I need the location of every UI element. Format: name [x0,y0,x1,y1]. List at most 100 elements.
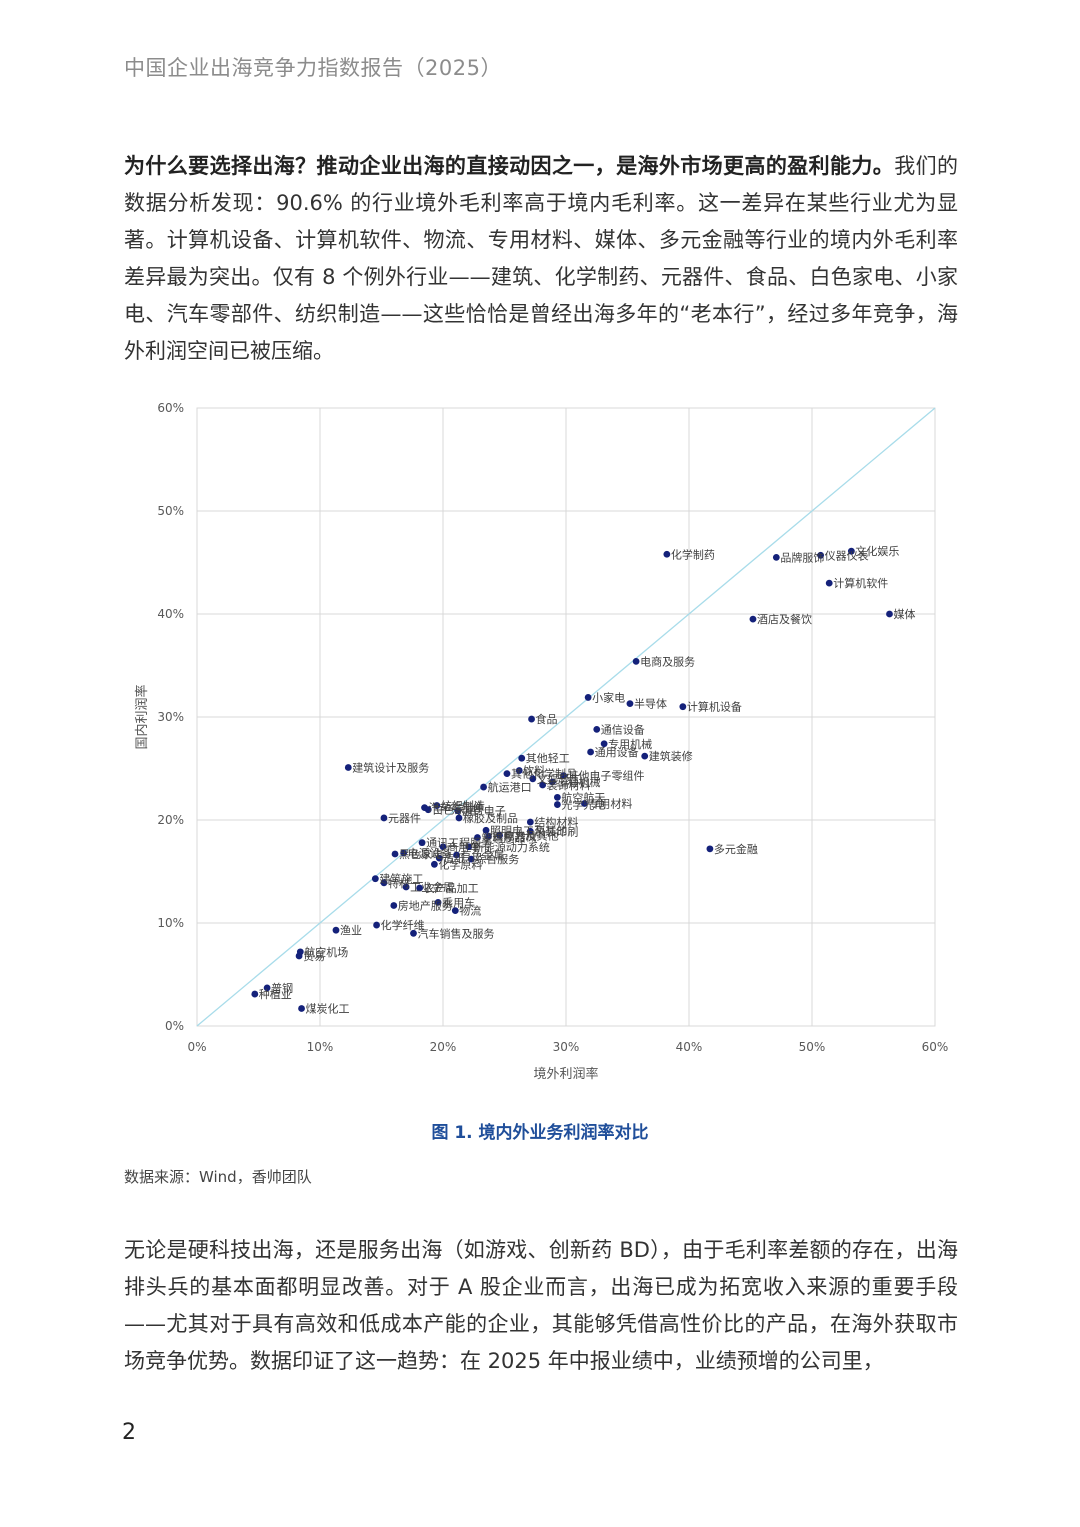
point-label: 造纸 [443,851,465,865]
data-point [482,826,490,834]
point-label: 电源设备 [408,846,452,860]
point-label: 元器件 [388,812,421,825]
data-point [295,952,303,960]
point-label: 汽车零部件 [429,801,484,815]
point-label: 渔业 [340,924,362,937]
point-label: 通讯工程服务 [426,837,492,850]
data-point [344,764,352,771]
data-point [549,778,556,786]
point-label: 文娱轻工 [537,772,581,786]
point-label: 农产品加工 [424,881,479,895]
point-label: 乘用车 [442,895,475,909]
x-tick-label: 50% [799,1040,826,1054]
point-label: 通信设备 [601,722,645,736]
data-point [539,781,547,789]
y-axis-label: 国内利润率 [134,684,150,749]
data-point [453,851,460,859]
point-label: 汽车销售及服务 [417,926,494,940]
data-point [560,772,567,780]
point-label: 普钢 [271,981,293,995]
point-label: 建筑施工 [379,872,423,886]
y-tick-label: 30% [157,710,184,724]
data-point [496,832,503,839]
figure-caption: 图 1. 境内外业务利润率对比 [431,1123,649,1143]
x-tick-label: 40% [676,1040,703,1054]
point-label: 专用机械 [608,737,652,751]
data-point [518,754,526,762]
point-label: 塑料制品 [481,831,525,845]
data-point [581,800,588,807]
x-tick-label: 60% [922,1040,949,1054]
point-label: 半导体 [634,697,667,711]
data-point [263,984,271,992]
data-point [454,807,462,815]
data-point [390,902,398,909]
data-point [380,879,388,887]
point-label: 多元金融 [714,842,758,856]
point-label: 化学原料 [438,857,482,871]
point-label: 包装印刷 [534,825,578,838]
point-label: 结构材料 [534,815,578,829]
data-point [467,855,475,863]
data-point [434,899,442,906]
point-label: 仪器仪表 [825,548,869,562]
data-point [706,845,714,853]
intro-bold-lead: 为什么要选择出海？推动企业出海的直接动因之一，是海外市场更高的盈利能力。 [124,154,895,178]
point-label: 工程机械 [556,775,600,789]
data-point [553,793,561,801]
point-label: 饮料 [523,764,545,778]
data-point [455,814,463,822]
point-label: 通用设备 [595,745,639,759]
point-label: 其他电子零组件 [568,769,645,783]
point-label: 煤炭化工 [306,1001,350,1015]
data-point [817,551,825,559]
point-label: 医疗器械 [493,829,537,843]
data-point [480,783,487,791]
data-point [400,849,408,857]
point-label: 其他化学制品 [511,767,577,781]
x-tick-label: 0% [187,1040,206,1054]
data-point [641,752,649,760]
data-point [528,715,535,723]
point-label: 建筑装修 [649,749,693,763]
point-label: 食品 [536,712,558,726]
point-label: 特材 [388,876,410,890]
point-label: 电力及其他 [504,829,559,842]
data-point [515,767,523,774]
data-point [465,843,473,851]
data-point [593,725,601,733]
data-point [886,610,893,618]
data-point [298,1005,305,1012]
data-point [424,806,432,814]
point-label: 小家电 [592,690,625,704]
point-label: 橡胶及制品 [463,811,518,825]
data-point [418,839,426,847]
data-point [474,834,481,841]
point-label: 工业金属 [410,880,454,894]
point-label: 酒店及餐饮 [757,612,812,626]
x-axis-ticks: 0% 10% 20% 30% 40% 50% 60% [187,1040,948,1054]
y-tick-label: 50% [157,504,184,518]
data-point [485,833,492,840]
x-tick-label: 30% [553,1040,580,1054]
point-label: 纺织制造 [441,799,485,813]
point-label: 综合服务 [475,852,519,866]
data-point [749,615,757,623]
data-point [526,818,534,826]
data-point [371,875,379,883]
y-tick-label: 40% [157,607,184,621]
point-label: 光学光电 [561,798,605,812]
x-axis-label: 境外利润率 [533,1066,598,1082]
data-point [503,770,511,778]
point-label: 化学制药 [671,547,715,561]
data-point [402,883,410,891]
profit-margin-scatter-chart: 0% 10% 20% 30% 40% 50% 60% 0% 10% 20% 30% 40% 50% 60… [134,401,948,1082]
plot-area-border [196,407,936,1027]
point-label: 文化娱乐 [855,544,899,558]
data-point [439,843,447,851]
point-label: 白色家电 [432,803,476,817]
report-running-header: 中国企业出海竞争力指数报告（2025） [124,56,502,80]
y-tick-label: 10% [157,916,184,930]
point-label: 计算机设备 [687,700,742,714]
